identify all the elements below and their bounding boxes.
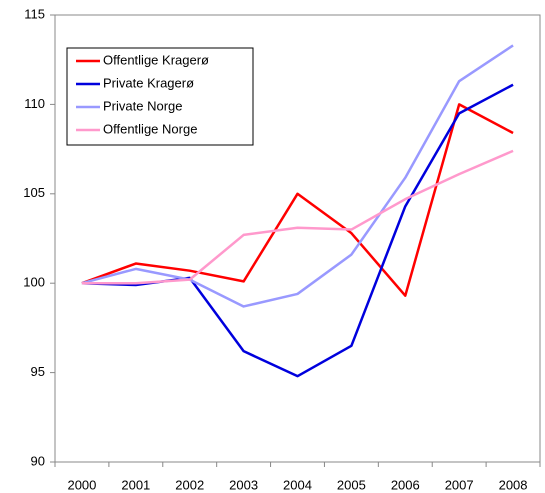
y-tick-label: 105 <box>23 185 45 200</box>
series-line <box>81 44 514 308</box>
plot-area <box>54 14 541 463</box>
y-tick-label: 110 <box>24 96 45 111</box>
x-tick-label: 2001 <box>121 477 150 492</box>
x-tick-label: 2007 <box>445 477 474 492</box>
series-line <box>81 149 514 285</box>
legend-label: Private Norge <box>103 98 182 113</box>
x-tick-label: 2008 <box>499 477 528 492</box>
y-tick-label: 115 <box>24 6 45 21</box>
series-line <box>81 103 514 297</box>
legend-label: Offentlige Kragerø <box>103 52 209 67</box>
x-tick-label: 2006 <box>391 477 420 492</box>
x-tick-label: 2005 <box>337 477 366 492</box>
x-tick-label: 2002 <box>175 477 204 492</box>
legend-label: Private Kragerø <box>103 75 194 90</box>
legend-label: Offentlige Norge <box>103 121 197 136</box>
y-tick-label: 90 <box>31 453 45 468</box>
y-tick-label: 100 <box>23 275 45 290</box>
x-tick-label: 2000 <box>67 477 96 492</box>
x-tick-label: 2004 <box>283 477 312 492</box>
y-tick-label: 95 <box>31 364 45 379</box>
x-tick-label: 2003 <box>229 477 258 492</box>
